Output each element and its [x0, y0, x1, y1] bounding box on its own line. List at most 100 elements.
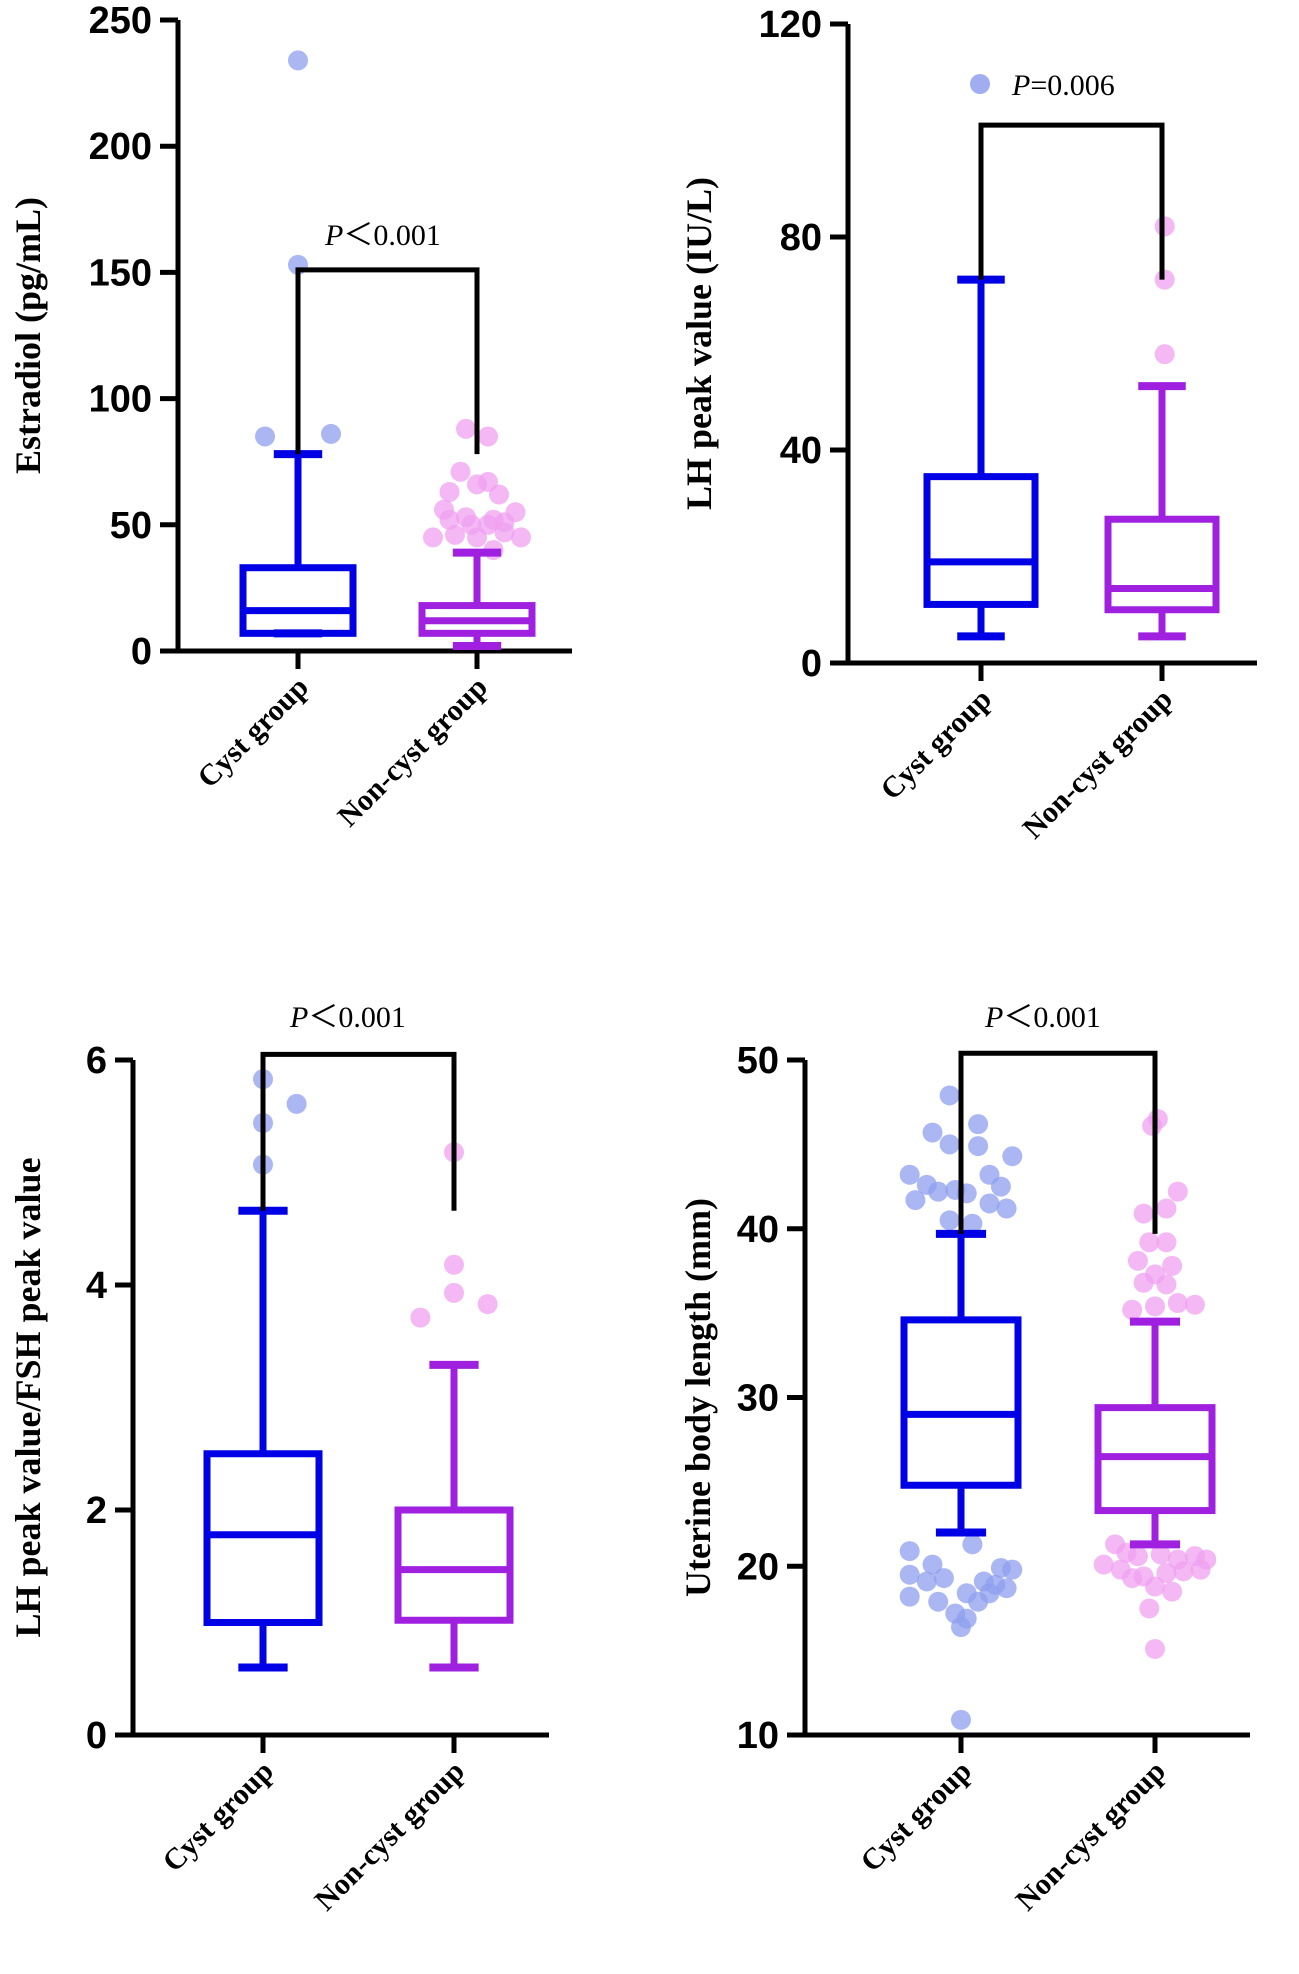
data-point: [1150, 1544, 1171, 1565]
data-point: [1139, 1232, 1160, 1253]
y-tick-label: 4: [86, 1265, 107, 1307]
data-point: [928, 1181, 949, 1202]
data-point: [410, 1307, 431, 1328]
data-point: [321, 423, 341, 444]
data-point: [494, 522, 515, 543]
data-point: [939, 1134, 960, 1155]
data-point: [1002, 1559, 1023, 1580]
box-non-cyst: [1104, 216, 1220, 641]
significance-bracket: [260, 1051, 457, 1211]
data-point: [899, 1164, 920, 1185]
data-point: [511, 527, 531, 548]
y-tick-label: 100: [89, 379, 152, 421]
data-point: [1190, 1559, 1211, 1580]
data-point: [933, 1568, 954, 1589]
data-point: [1156, 1563, 1177, 1583]
data-point: [1122, 1568, 1143, 1589]
data-point: [922, 1554, 943, 1575]
x-category-label: Cyst group: [191, 671, 315, 795]
data-point: [1002, 1146, 1023, 1167]
p-value-label: P=0.006: [1011, 69, 1115, 102]
box-non-cyst: [418, 418, 536, 650]
iqr-box: [900, 1316, 1022, 1489]
data-point: [899, 1586, 920, 1607]
y-tick-label: 150: [89, 252, 152, 294]
data-point: [444, 1282, 464, 1303]
legend-dot: [970, 74, 990, 94]
data-point: [1122, 1299, 1143, 1320]
y-tick-label: 40: [737, 1209, 779, 1251]
data-point: [979, 1193, 1000, 1214]
box-non-cyst: [394, 1142, 514, 1672]
p-value-label: P＜0.001: [984, 1001, 1101, 1034]
data-point: [477, 1294, 498, 1315]
data-point: [1162, 1255, 1183, 1276]
y-tick-label: 20: [737, 1546, 779, 1588]
data-point: [1145, 1576, 1165, 1597]
x-category-label: Cyst group: [854, 1755, 978, 1879]
data-point: [1173, 1561, 1194, 1582]
y-tick-label: 0: [801, 643, 822, 685]
y-tick-label: 0: [86, 1715, 107, 1757]
y-tick-label: 200: [89, 126, 152, 168]
data-point: [1167, 1181, 1188, 1202]
data-point: [444, 1254, 464, 1275]
data-point: [1167, 1293, 1188, 1313]
data-point: [1139, 1598, 1160, 1619]
iqr-box: [923, 473, 1039, 608]
data-point: [1154, 269, 1175, 290]
data-point: [990, 1176, 1011, 1197]
data-point: [962, 1213, 983, 1234]
data-point: [916, 1571, 937, 1592]
data-point: [968, 1136, 989, 1157]
iqr-box: [394, 1506, 514, 1624]
data-point: [1184, 1294, 1205, 1315]
y-tick-label: 250: [89, 0, 152, 42]
y-tick-label: 30: [737, 1378, 779, 1420]
chart-panel-4: 10 20 30 40 50 Uterine body length (mm) Cyst g…: [678, 1001, 1250, 1917]
data-point: [467, 474, 487, 495]
data-point: [899, 1564, 920, 1585]
p-value-label: P＜0.001: [324, 219, 441, 252]
data-point: [423, 527, 443, 548]
y-tick-label: 80: [780, 217, 822, 259]
data-point: [922, 1122, 943, 1143]
y-tick-label: 120: [759, 4, 822, 46]
x-category-label: Non-cyst group: [1009, 1755, 1172, 1918]
y-axis-title: LH peak value/FSH peak value: [8, 1157, 48, 1637]
y-axis-title: Estradiol (pg/mL): [8, 197, 48, 474]
data-point: [899, 1541, 920, 1562]
y-axis-title: Uterine body length (mm): [678, 1198, 718, 1597]
data-point: [286, 1093, 307, 1114]
x-category-label: Non-cyst group: [308, 1755, 471, 1918]
data-point: [439, 481, 460, 502]
data-point: [1133, 1203, 1154, 1224]
y-tick-label: 0: [131, 631, 152, 673]
data-point: [450, 461, 471, 482]
data-point: [1145, 1638, 1165, 1659]
data-point: [489, 484, 509, 505]
data-point: [1127, 1250, 1148, 1271]
data-point: [1162, 1581, 1183, 1602]
data-point: [996, 1198, 1017, 1219]
y-axis-title: LH peak value (IU/L): [679, 177, 719, 510]
data-point: [1156, 1198, 1177, 1219]
data-point: [439, 509, 460, 530]
data-point: [962, 1534, 983, 1555]
data-point: [1156, 1274, 1177, 1295]
data-point: [478, 426, 498, 447]
data-point: [456, 418, 476, 439]
x-category-label: Cyst group: [874, 683, 998, 807]
data-point: [1127, 1546, 1148, 1567]
box-cyst: [899, 1085, 1023, 1730]
iqr-box: [1104, 515, 1220, 614]
data-point: [905, 1190, 926, 1211]
box-cyst: [203, 1069, 323, 1672]
data-point: [255, 426, 275, 447]
significance-bracket: [958, 1050, 1158, 1234]
y-tick-label: 10: [737, 1715, 779, 1757]
y-tick-label: 50: [110, 505, 152, 547]
significance-bracket: [978, 122, 1165, 280]
y-tick-label: 2: [86, 1490, 107, 1532]
